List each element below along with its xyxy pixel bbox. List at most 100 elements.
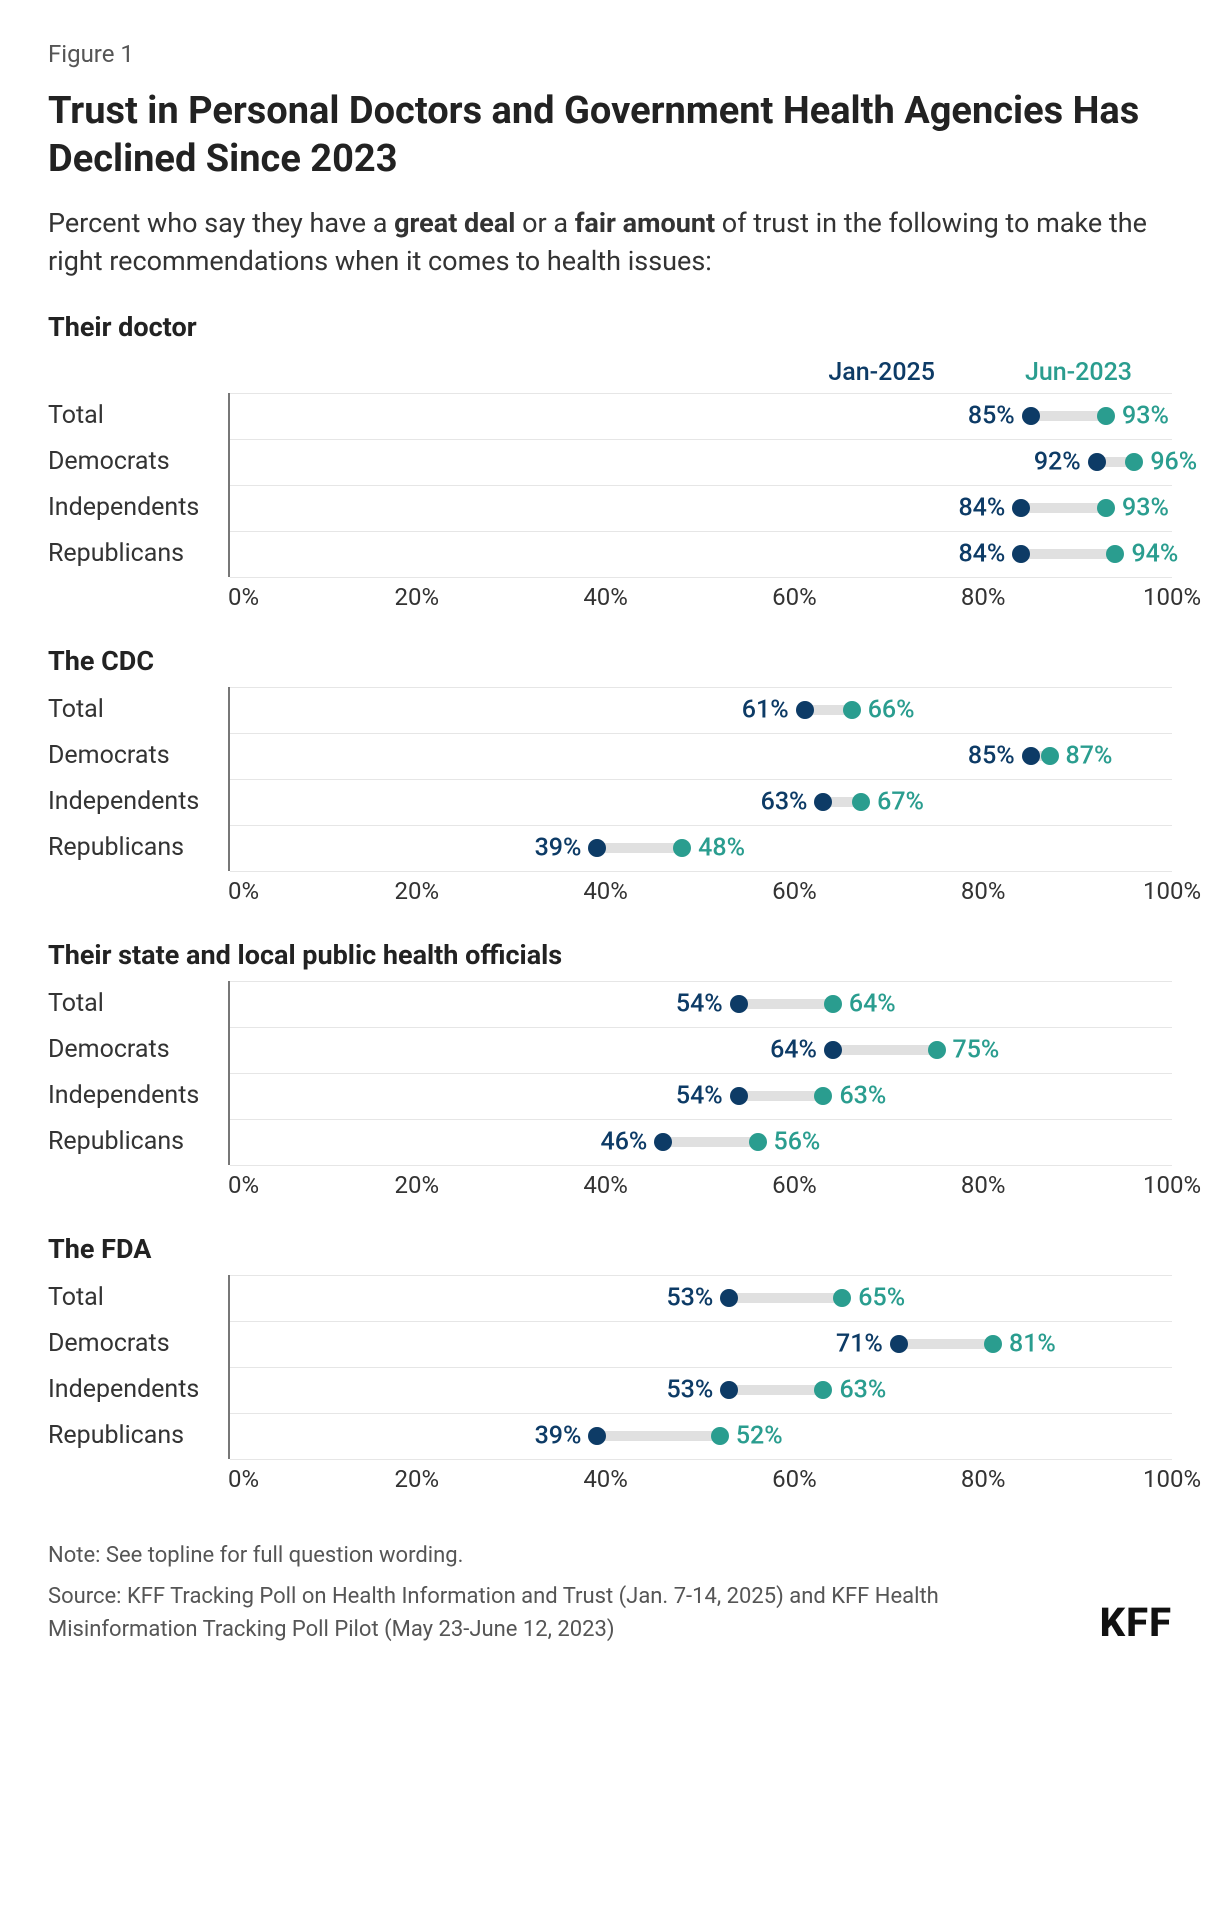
connector <box>729 1293 842 1303</box>
x-tick: 40% <box>583 583 628 611</box>
dumbbell-row: 46%56% <box>230 1119 1172 1165</box>
row-label: Democrats <box>48 1027 228 1073</box>
footnote-source: Source: KFF Tracking Poll on Health Info… <box>48 1580 1060 1646</box>
row-label: Democrats <box>48 439 228 485</box>
dot-jun-2023 <box>1106 545 1124 563</box>
dot-jun-2023 <box>711 1427 729 1445</box>
subtitle-bold: great deal <box>394 207 515 239</box>
value-label-jun-2023: 64% <box>849 989 896 1018</box>
row-label: Independents <box>48 779 228 825</box>
connector <box>899 1339 993 1349</box>
dot-jan-2025 <box>814 793 832 811</box>
value-label-jan-2025: 54% <box>676 1081 723 1110</box>
x-axis: 0%20%40%60%80%100% <box>228 1165 1172 1205</box>
dot-jun-2023 <box>1041 747 1059 765</box>
x-tick: 80% <box>961 1171 1006 1199</box>
connector <box>663 1137 757 1147</box>
row-label: Independents <box>48 485 228 531</box>
value-label-jun-2023: 67% <box>877 787 924 816</box>
figure-label: Figure 1 <box>48 40 1172 68</box>
dumbbell-row: 92%96% <box>230 439 1172 485</box>
connector <box>739 999 833 1009</box>
value-label-jan-2025: 53% <box>666 1375 713 1404</box>
connector <box>1021 549 1115 559</box>
chart-title: Trust in Personal Doctors and Government… <box>48 88 1172 183</box>
x-tick: 20% <box>395 877 440 905</box>
dot-jan-2025 <box>730 1087 748 1105</box>
dot-jan-2025 <box>1012 499 1030 517</box>
dot-jun-2023 <box>843 701 861 719</box>
connector <box>1031 411 1106 421</box>
row-labels-column: TotalDemocratsIndependentsRepublicans <box>48 1275 228 1459</box>
dot-jan-2025 <box>1088 453 1106 471</box>
legend-item-jun-2023: Jun-2023 <box>1025 358 1132 387</box>
dumbbell-row: 84% 93% <box>230 485 1172 531</box>
x-axis: 0%20%40%60%80%100% <box>228 871 1172 911</box>
dumbbell-row: 53%65% <box>230 1275 1172 1321</box>
row-label: Republicans <box>48 531 228 577</box>
dot-jun-2023 <box>749 1133 767 1151</box>
x-tick: 0% <box>228 1465 259 1493</box>
x-tick: 80% <box>961 583 1006 611</box>
value-label-jun-2023: 93% <box>1122 493 1169 522</box>
value-label-jun-2023: 93% <box>1122 401 1169 430</box>
x-tick: 0% <box>228 583 259 611</box>
x-tick: 80% <box>961 1465 1006 1493</box>
chart-body: TotalDemocratsIndependentsRepublicans Jan… <box>48 353 1172 577</box>
dot-jan-2025 <box>588 839 606 857</box>
dot-jun-2023 <box>1097 499 1115 517</box>
value-label-jan-2025: 46% <box>601 1127 648 1156</box>
connector <box>1021 503 1106 513</box>
plot-column: Jan-2025Jun-202385%93%92%96%84%93%84%94% <box>228 353 1172 577</box>
row-label: Democrats <box>48 733 228 779</box>
dot-jan-2025 <box>720 1289 738 1307</box>
row-label: Republicans <box>48 825 228 871</box>
figure-footer: Note: See topline for full question word… <box>48 1539 1172 1646</box>
plot-column: 61%66%85%87%63%67%39%48% <box>228 687 1172 871</box>
dot-jun-2023 <box>833 1289 851 1307</box>
value-label-jun-2023: 63% <box>839 1081 886 1110</box>
dot-jan-2025 <box>588 1427 606 1445</box>
subtitle-bold: fair amount <box>575 207 715 239</box>
dot-jan-2025 <box>1022 407 1040 425</box>
row-labels-column: TotalDemocratsIndependentsRepublicans <box>48 687 228 871</box>
row-label: Total <box>48 393 228 439</box>
dot-jun-2023 <box>852 793 870 811</box>
value-label-jan-2025: 92% <box>1034 447 1081 476</box>
plot-column: 54%64%64%75%54%63%46%56% <box>228 981 1172 1165</box>
value-label-jun-2023: 96% <box>1150 447 1197 476</box>
x-tick: 0% <box>228 1171 259 1199</box>
value-label-jan-2025: 84% <box>958 539 1005 568</box>
dot-jan-2025 <box>730 995 748 1013</box>
value-label-jan-2025: 54% <box>676 989 723 1018</box>
value-label-jun-2023: 66% <box>868 695 915 724</box>
legend-item-jan-2025: Jan-2025 <box>828 358 935 387</box>
dumbbell-row: 85%87% <box>230 733 1172 779</box>
value-label-jan-2025: 85% <box>968 401 1015 430</box>
panel-title: The FDA <box>48 1233 1172 1265</box>
value-label-jan-2025: 85% <box>968 741 1015 770</box>
panel-title: The CDC <box>48 645 1172 677</box>
plot-area: 54%64%64%75%54%63%46%56% <box>228 981 1172 1165</box>
x-tick: 80% <box>961 877 1006 905</box>
dot-jun-2023 <box>814 1087 832 1105</box>
x-tick: 60% <box>772 1465 817 1493</box>
dot-jun-2023 <box>814 1381 832 1399</box>
dumbbell-row: 54% 63% <box>230 1073 1172 1119</box>
connector <box>729 1385 823 1395</box>
value-label-jan-2025: 84% <box>958 493 1005 522</box>
row-label: Total <box>48 687 228 733</box>
value-label-jun-2023: 94% <box>1131 539 1178 568</box>
panel-title: Their doctor <box>48 311 1172 343</box>
dot-jan-2025 <box>890 1335 908 1353</box>
dot-jan-2025 <box>720 1381 738 1399</box>
panels-container: Their doctorTotalDemocratsIndependentsRe… <box>48 311 1172 1499</box>
chart-body: TotalDemocratsIndependentsRepublicans54%… <box>48 981 1172 1165</box>
connector <box>833 1045 937 1055</box>
value-label-jan-2025: 53% <box>666 1283 713 1312</box>
value-label-jun-2023: 48% <box>698 833 745 862</box>
chart-panel: Their state and local public health offi… <box>48 939 1172 1205</box>
dot-jan-2025 <box>654 1133 672 1151</box>
row-label: Total <box>48 1275 228 1321</box>
chart-subtitle: Percent who say they have a great deal o… <box>48 205 1172 281</box>
